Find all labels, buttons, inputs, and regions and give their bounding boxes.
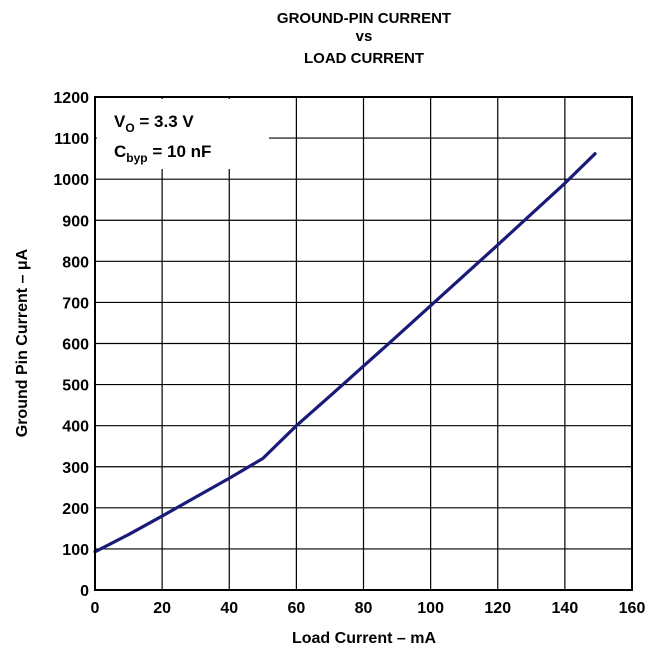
annotation-box: VO = 3.3 V Cbyp = 10 nF bbox=[97, 99, 269, 169]
y-tick-label: 900 bbox=[62, 213, 89, 230]
annotation-vo-sub: O bbox=[125, 121, 134, 135]
annotation-cbyp-main: C bbox=[114, 142, 126, 161]
x-tick-labels: 0 20 40 60 80 100 120 140 160 bbox=[91, 600, 646, 617]
chart-title-line-2: vs bbox=[356, 28, 373, 45]
annotation-vo: VO = 3.3 V bbox=[114, 112, 194, 135]
annotation-vo-main: V bbox=[114, 112, 126, 131]
y-tick-label: 1000 bbox=[53, 172, 89, 189]
annotation-background bbox=[97, 99, 269, 169]
x-axis-label: Load Current – mA bbox=[292, 630, 436, 647]
y-tick-label: 1200 bbox=[53, 90, 89, 107]
plot-frame bbox=[94, 96, 633, 591]
x-tick-label: 140 bbox=[552, 600, 579, 617]
grid bbox=[95, 97, 632, 590]
x-tick-label: 100 bbox=[417, 600, 444, 617]
y-tick-labels: 0 100 200 300 400 500 600 700 800 900 1000 1100 1200 bbox=[53, 90, 89, 600]
y-tick-label: 800 bbox=[62, 254, 89, 271]
y-tick-label: 300 bbox=[62, 460, 89, 477]
y-tick-label: 500 bbox=[62, 378, 89, 395]
annotation-vo-rest: = 3.3 V bbox=[135, 112, 195, 131]
annotation-cbyp-sub: byp bbox=[126, 151, 147, 165]
x-tick-label: 160 bbox=[619, 600, 646, 617]
chart-title-line-1: GROUND-PIN CURRENT bbox=[277, 10, 451, 27]
chart-title: GROUND-PIN CURRENT vs LOAD CURRENT bbox=[277, 10, 451, 67]
y-tick-label: 100 bbox=[62, 542, 89, 559]
chart-title-line-3: LOAD CURRENT bbox=[304, 50, 424, 67]
y-tick-label: 1100 bbox=[54, 131, 89, 148]
y-axis-label: Ground Pin Current – μA bbox=[14, 248, 31, 437]
x-tick-label: 80 bbox=[355, 600, 373, 617]
annotation-cbyp: Cbyp = 10 nF bbox=[114, 142, 211, 165]
y-tick-label: 200 bbox=[62, 501, 89, 518]
x-tick-label: 40 bbox=[220, 600, 238, 617]
y-tick-label: 400 bbox=[62, 419, 89, 436]
y-tick-label: 600 bbox=[62, 337, 89, 354]
x-tick-label: 20 bbox=[153, 600, 171, 617]
annotation-cbyp-rest: = 10 nF bbox=[148, 142, 212, 161]
x-tick-label: 0 bbox=[91, 600, 100, 617]
series-layer bbox=[93, 152, 597, 554]
x-tick-label: 60 bbox=[287, 600, 305, 617]
y-tick-label: 0 bbox=[80, 583, 89, 600]
series-line bbox=[93, 152, 597, 554]
y-tick-label: 700 bbox=[62, 295, 89, 312]
x-tick-label: 120 bbox=[484, 600, 511, 617]
